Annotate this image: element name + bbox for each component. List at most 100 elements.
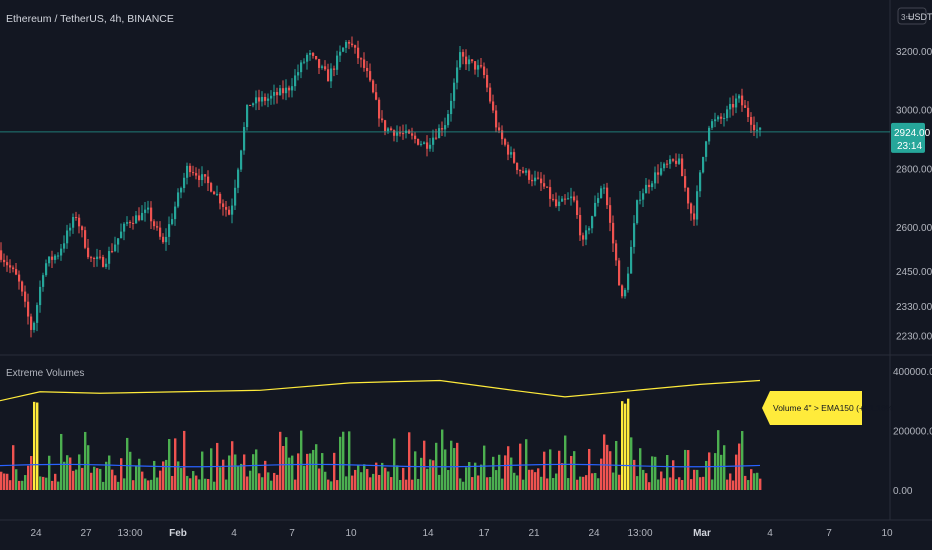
currency-button[interactable]	[897, 7, 927, 25]
volume-bar	[564, 435, 567, 490]
volume-bar	[708, 452, 711, 490]
candle	[333, 65, 336, 77]
candle	[714, 112, 717, 128]
volume-bar	[684, 449, 687, 490]
volume-bar	[222, 459, 225, 490]
volume-bar	[759, 478, 762, 490]
volume-bar	[18, 480, 21, 490]
candle	[735, 93, 738, 114]
volume-bar	[66, 455, 69, 490]
candle	[633, 215, 636, 254]
volume-bar	[33, 401, 36, 490]
candle	[489, 83, 492, 104]
volume-bar	[189, 478, 192, 490]
candle	[252, 102, 255, 108]
candle	[630, 240, 633, 274]
time-tick-label: 7	[826, 528, 832, 539]
candle	[186, 162, 189, 185]
volume-bar	[438, 474, 441, 490]
candle	[222, 199, 225, 216]
volume-bar	[327, 479, 330, 490]
candle	[291, 78, 294, 98]
volume-bar	[489, 477, 492, 490]
volume-bar	[663, 478, 666, 490]
candle	[135, 210, 138, 224]
volume-bar	[735, 454, 738, 490]
volume-bar	[12, 445, 15, 490]
candle	[87, 239, 90, 260]
volume-bar	[123, 478, 126, 490]
volume-bar	[405, 479, 408, 490]
volume-bar	[3, 473, 6, 490]
volume-bar	[162, 461, 165, 490]
volume-bar	[51, 480, 54, 490]
volume-bar	[375, 462, 378, 490]
volume-bar	[144, 478, 147, 490]
volume-bar	[588, 448, 591, 490]
volume-bar	[690, 479, 693, 490]
volume-bar	[651, 456, 654, 490]
volume-bar	[243, 454, 246, 490]
candle	[303, 58, 306, 65]
candle	[132, 216, 135, 230]
volume-tick-label: 200000.00	[893, 426, 932, 437]
volume-bar	[57, 481, 60, 490]
candle	[423, 141, 426, 145]
volume-bar	[639, 448, 642, 490]
volume-bar	[732, 480, 735, 490]
volume-bar	[348, 431, 351, 490]
volume-bar	[24, 475, 27, 490]
volume-bar	[513, 472, 516, 490]
volume-bar	[120, 458, 123, 490]
volume-bar	[240, 463, 243, 490]
volume-bar	[132, 480, 135, 490]
candle	[540, 172, 543, 192]
candle	[285, 79, 288, 101]
volume-bar	[345, 476, 348, 490]
candle	[588, 226, 591, 235]
candle	[513, 148, 516, 164]
volume-bar	[678, 477, 681, 490]
volume-bar	[84, 431, 87, 490]
candle	[69, 223, 72, 237]
candle	[159, 221, 162, 240]
candle	[189, 163, 192, 177]
candle	[621, 284, 624, 299]
candle	[384, 119, 387, 136]
candle	[615, 239, 618, 266]
candle	[351, 36, 354, 48]
candle	[138, 207, 141, 222]
candle	[711, 119, 714, 130]
candle	[750, 112, 753, 133]
candle	[24, 285, 27, 308]
candle	[459, 45, 462, 70]
candle	[282, 80, 285, 100]
time-tick-label: 24	[588, 528, 600, 539]
volume-bar	[609, 451, 612, 490]
candle	[414, 132, 417, 144]
volume-bar	[312, 449, 315, 490]
candle	[3, 253, 6, 267]
volume-bar	[156, 477, 159, 490]
candle	[612, 215, 615, 253]
volume-bar	[657, 479, 660, 490]
candle	[237, 167, 240, 194]
volume-bar	[654, 456, 657, 490]
candle	[360, 57, 363, 68]
candle	[636, 199, 639, 225]
candle	[144, 202, 147, 222]
volume-bar	[696, 469, 699, 490]
volume-bar	[447, 470, 450, 490]
candle	[267, 93, 270, 108]
candle	[336, 50, 339, 75]
volume-bar	[546, 478, 549, 490]
volume-bar	[429, 459, 432, 490]
volume-bar	[309, 453, 312, 490]
candle	[483, 62, 486, 79]
candle	[225, 201, 228, 217]
volume-bar	[153, 460, 156, 490]
volume-bar	[273, 472, 276, 490]
volume-bar	[306, 453, 309, 490]
volume-bar	[135, 465, 138, 490]
